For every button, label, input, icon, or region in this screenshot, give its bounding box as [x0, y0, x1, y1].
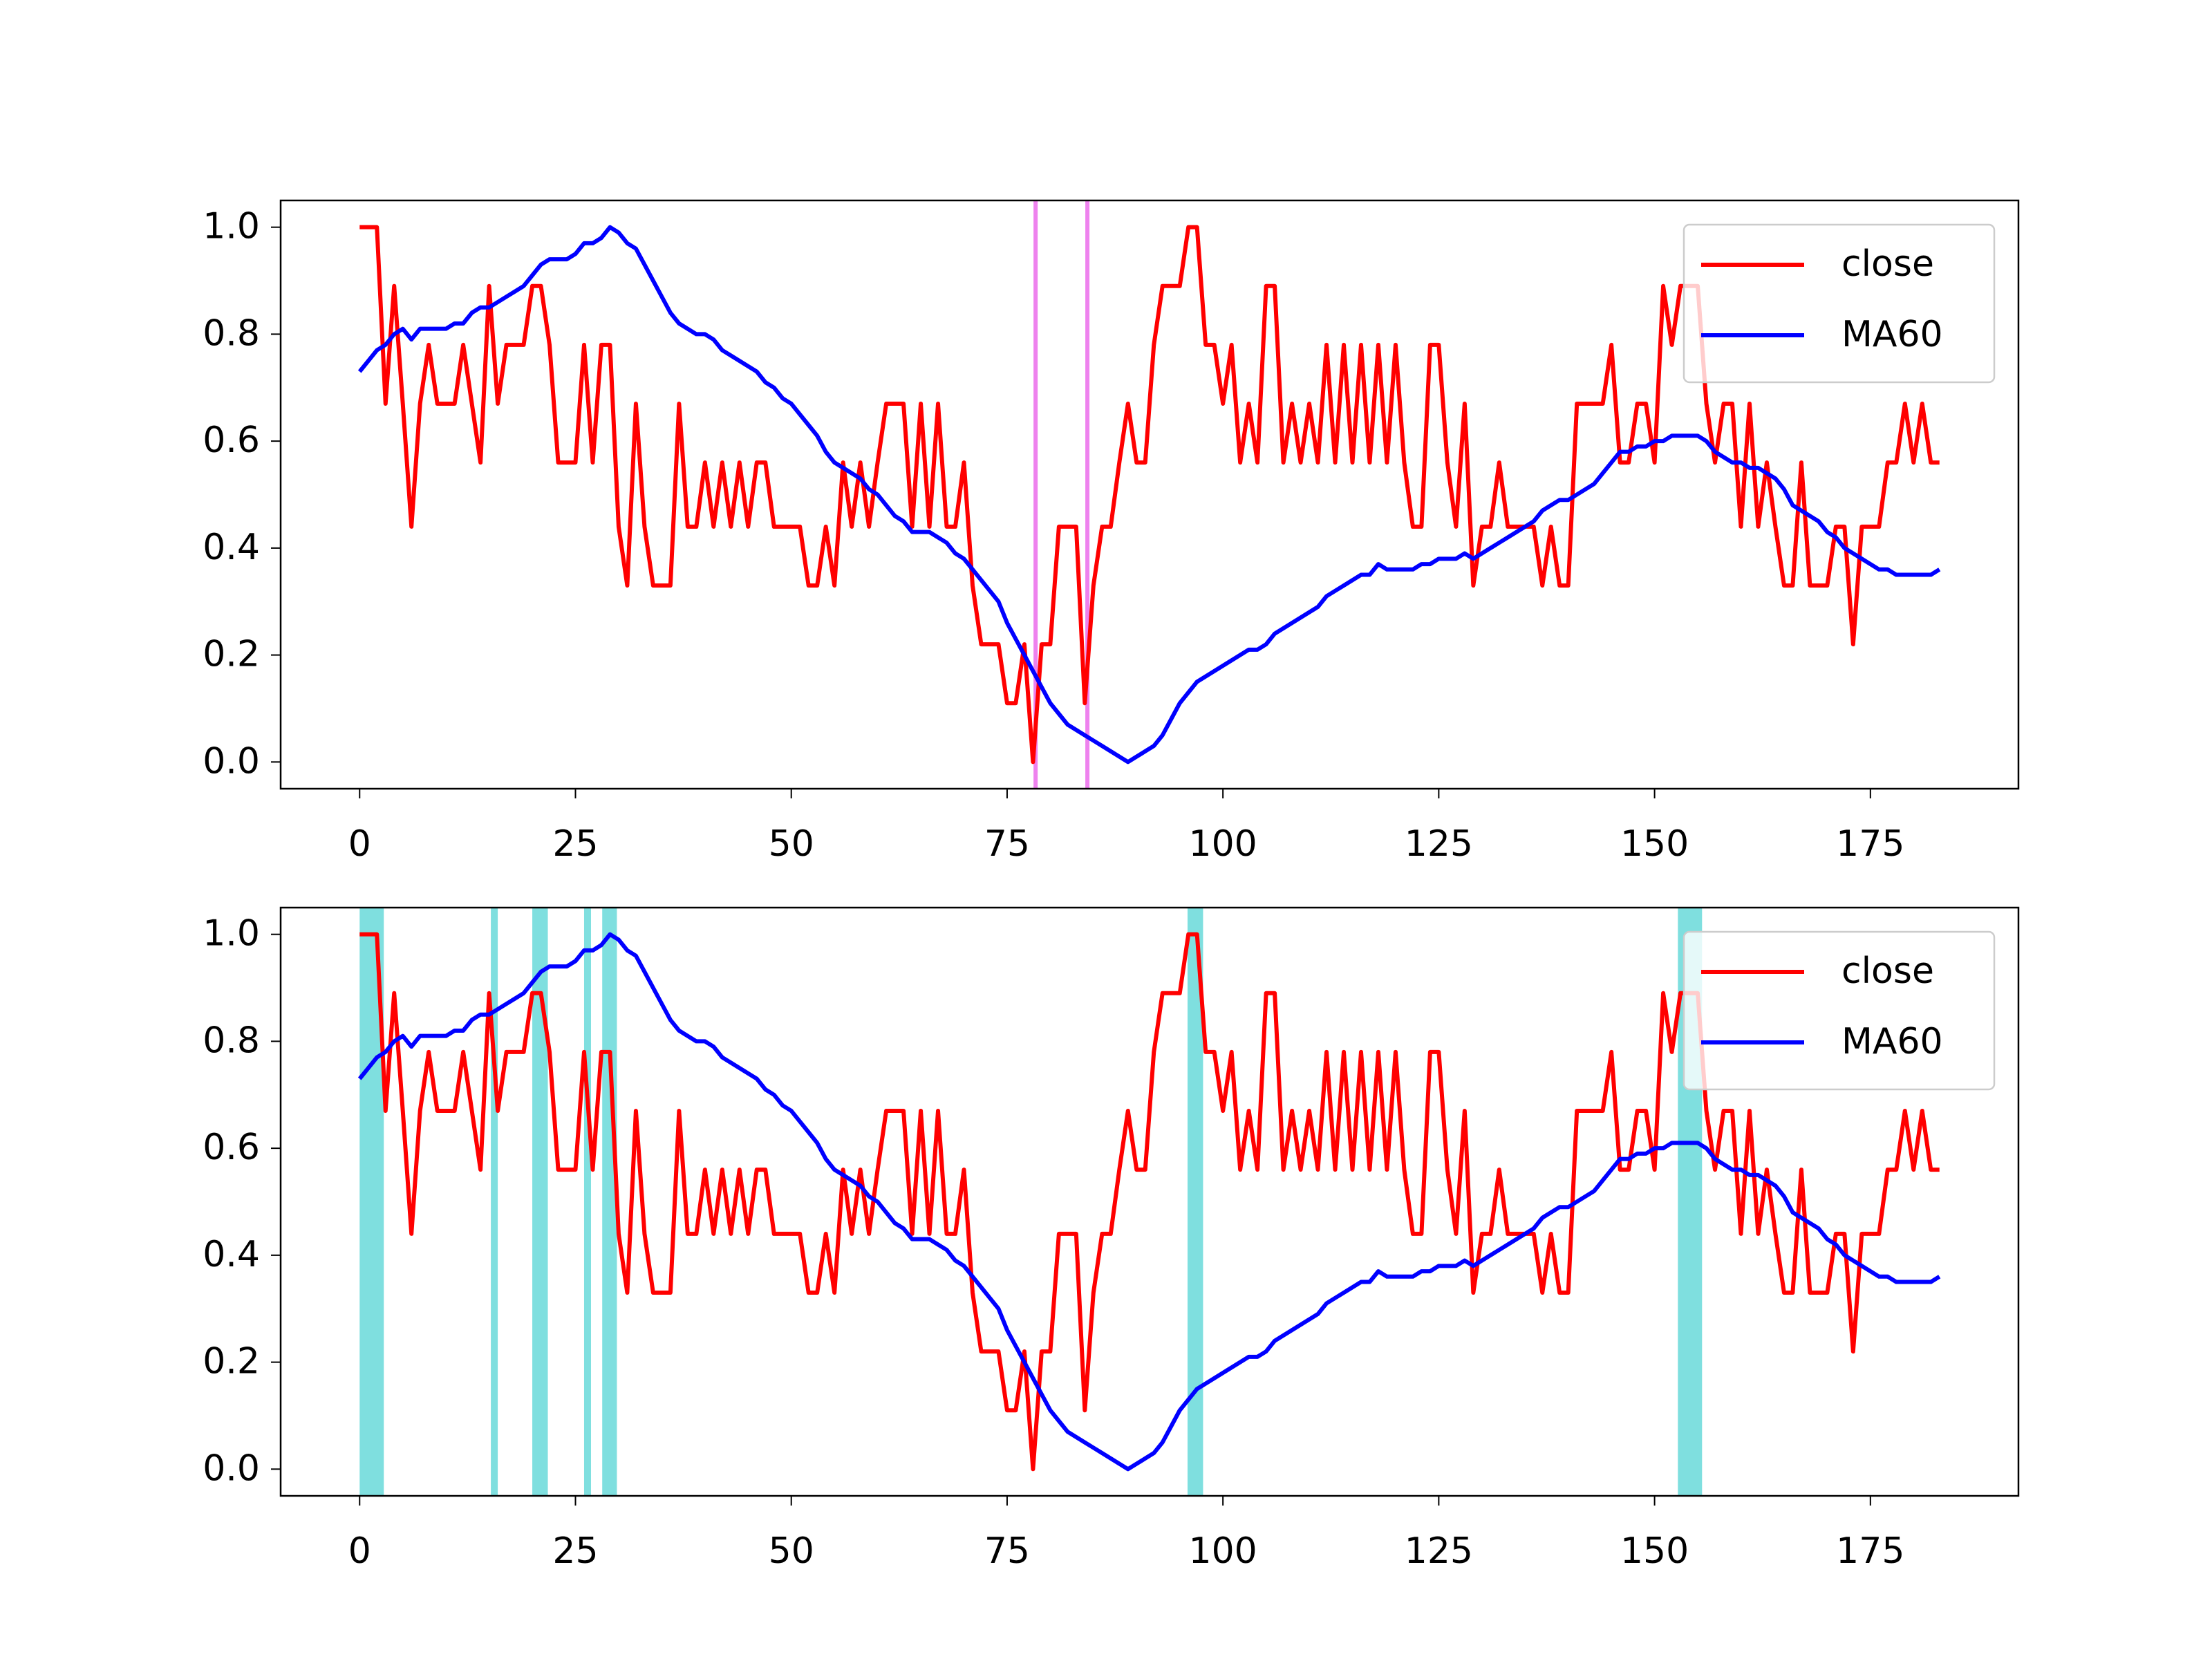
y-tick-label: 0.4: [203, 1234, 260, 1275]
y-tick-label: 0.6: [203, 420, 260, 461]
x-tick-label: 125: [1405, 823, 1473, 865]
x-tick-label: 75: [984, 823, 1030, 865]
legend-label: MA60: [1841, 1021, 1943, 1062]
x-tick-label: 25: [552, 1530, 598, 1572]
x-tick-label: 125: [1405, 1530, 1473, 1572]
y-tick-label: 0.6: [203, 1127, 260, 1168]
x-tick-label: 150: [1620, 823, 1689, 865]
highlight-span: [532, 908, 548, 1496]
highlight-span: [602, 908, 617, 1496]
axes: 0 25 50 75 100 125 150 175 0.0 0.2 0.4 0.6 0.8 1.0 clo…: [203, 199, 2020, 865]
axes-frame: [279, 906, 2020, 1497]
y-tick-label: 0.2: [203, 1341, 260, 1382]
legend-label: close: [1841, 950, 1934, 992]
x-tick-label: 0: [348, 1530, 371, 1572]
y-tick-label: 0.0: [203, 1447, 260, 1489]
y-tick-label: 1.0: [203, 206, 260, 247]
x-tick-label: 100: [1189, 1530, 1257, 1572]
y-tick-label: 0.2: [203, 634, 260, 675]
x-tick-label: 25: [552, 823, 598, 865]
legend-box: [1683, 930, 1996, 1091]
y-tick-label: 0.4: [203, 527, 260, 568]
x-tick-label: 50: [769, 823, 814, 865]
series-line: [357, 225, 1941, 765]
y-tick-label: 0.8: [203, 312, 260, 354]
axes: 0 25 50 75 100 125 150 175 0.0 0.2 0.4 0.6 0.8 1.0 clo…: [203, 906, 2020, 1572]
x-tick-label: 0: [348, 823, 371, 865]
highlight-span: [583, 908, 591, 1496]
legend-box: [1683, 223, 1996, 384]
highlight-span: [1187, 908, 1203, 1496]
axes-frame: [279, 199, 2020, 790]
legend-label: close: [1841, 243, 1934, 285]
highlight-span: [491, 908, 498, 1496]
y-tick-label: 0.0: [203, 740, 260, 782]
series-line: [357, 932, 1941, 1472]
y-tick-label: 0.8: [203, 1020, 260, 1061]
legend-label: MA60: [1841, 314, 1943, 355]
x-tick-label: 75: [984, 1530, 1030, 1572]
x-tick-label: 150: [1620, 1530, 1689, 1572]
x-tick-label: 175: [1836, 1530, 1904, 1572]
x-tick-label: 175: [1836, 823, 1904, 865]
x-tick-label: 100: [1189, 823, 1257, 865]
series-line: [359, 932, 1940, 1472]
y-tick-label: 1.0: [203, 913, 260, 955]
series-line: [359, 225, 1940, 765]
x-tick-label: 50: [769, 1530, 814, 1572]
